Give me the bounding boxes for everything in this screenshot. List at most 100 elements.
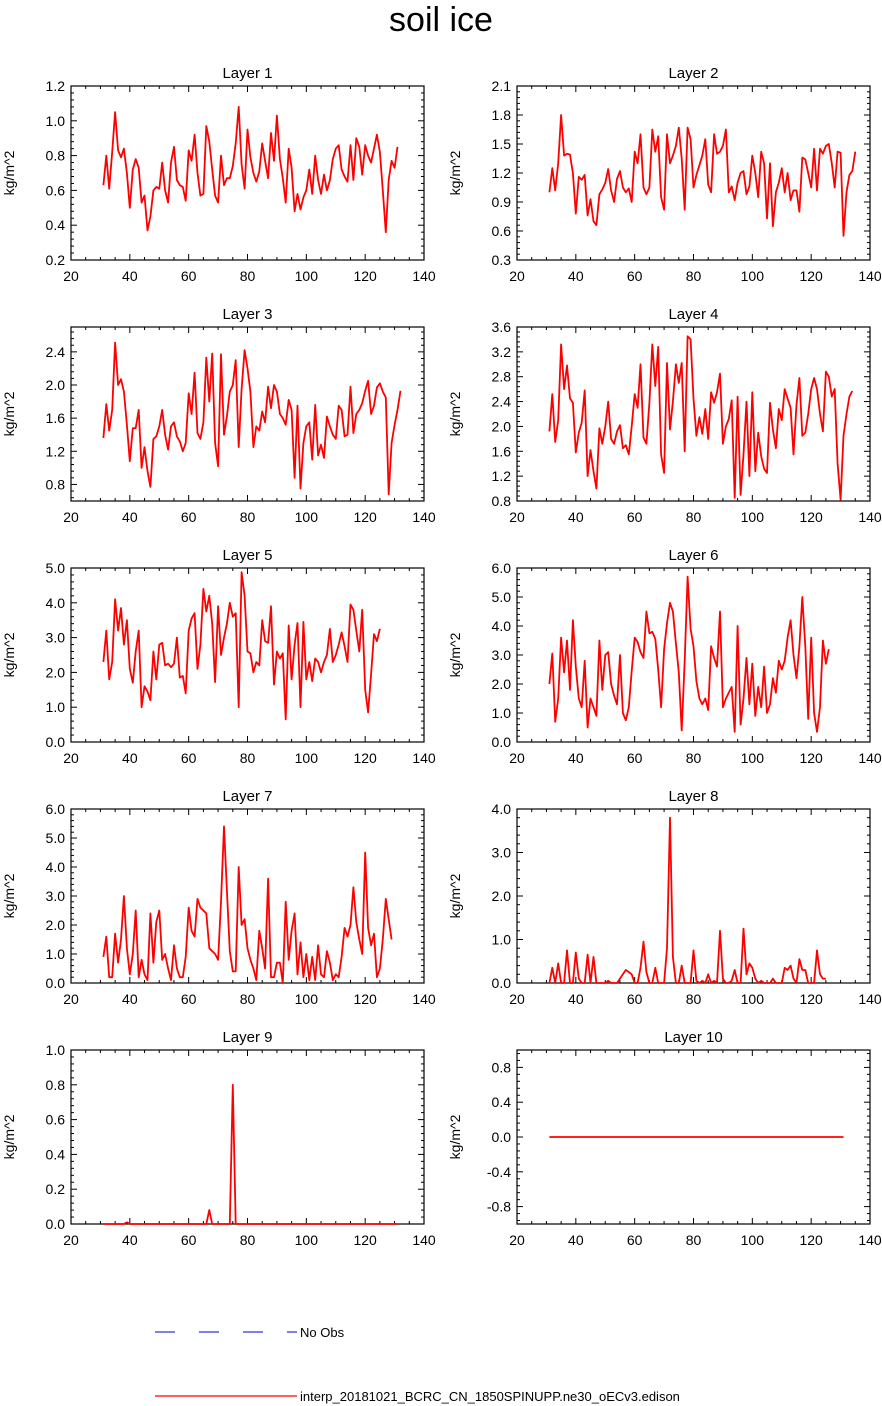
panel-10-xtick-label: 100 (741, 1232, 765, 1248)
panel-5-title: Layer 5 (222, 547, 272, 564)
panel-6-xtick-label: 120 (799, 750, 823, 766)
panel-4-xtick-label: 100 (741, 509, 765, 525)
figure-title: soil ice (389, 1, 493, 39)
panel-2-xtick-label: 40 (568, 268, 584, 284)
panel-1-xtick-label: 120 (353, 268, 377, 284)
panel-1-xtick-label: 60 (181, 268, 197, 284)
panel-1-ytick-label: 0.6 (46, 182, 66, 198)
panel-4-xtick-label: 40 (568, 509, 584, 525)
panel-5-xtick-label: 60 (181, 750, 197, 766)
panel-2-ytick-label: 1.8 (492, 107, 512, 123)
panel-8-xtick-label: 20 (509, 991, 525, 1007)
panel-9-xtick-label: 40 (122, 1232, 138, 1248)
panel-4-ytick-label: 3.6 (492, 319, 512, 335)
panel-3-xtick-label: 80 (240, 509, 256, 525)
panel-1-series-line (102, 106, 399, 234)
panel-2-ytick-label: 1.5 (492, 136, 512, 152)
panel-3-xtick-label: 120 (353, 509, 377, 525)
panel-10-ytick-label: 0.8 (492, 1059, 512, 1075)
panel-2-title: Layer 2 (668, 65, 718, 82)
panel-9-series-line (103, 1083, 398, 1225)
panel-6-ytick-label: 2.0 (492, 676, 512, 692)
panel-3-ytick-label: 0.8 (46, 476, 66, 492)
panel-10-xtick-label: 120 (799, 1232, 823, 1248)
panel-1-ytick-label: 0.2 (46, 252, 66, 268)
panel-6-xtick-label: 20 (509, 750, 525, 766)
panel-1-ylabel: kg/m^2 (1, 150, 17, 195)
panel-1-xtick-label: 100 (295, 268, 319, 284)
panel-9-xtick-label: 60 (181, 1232, 197, 1248)
panel-5-ytick-label: 0.0 (46, 734, 66, 750)
panel-1-xtick-label: 80 (240, 268, 256, 284)
panel-7-xtick-label: 40 (122, 991, 138, 1007)
panel-3-ytick-label: 1.6 (46, 410, 66, 426)
panel-8-ytick-label: 4.0 (492, 801, 512, 817)
panel-9-xtick-label: 120 (353, 1232, 377, 1248)
panel-6-ytick-label: 1.0 (492, 705, 512, 721)
panel-7-ytick-label: 3.0 (46, 888, 66, 904)
panel-4-ytick-label: 2.8 (492, 369, 512, 385)
panel-5-ylabel: kg/m^2 (1, 632, 17, 677)
panel-8-title: Layer 8 (668, 788, 718, 805)
panel-3-ytick-label: 1.2 (46, 443, 66, 459)
panel-1-xtick-label: 40 (122, 268, 138, 284)
panel-10-ytick-label: 0.4 (492, 1094, 512, 1110)
panel-2-series-line (548, 114, 857, 237)
panel-7-ytick-label: 5.0 (46, 830, 66, 846)
panel-10-xtick-label: 40 (568, 1232, 584, 1248)
panel-2-xtick-label: 120 (799, 268, 823, 284)
panel-3-series-line (102, 341, 402, 496)
panel-7-xtick-label: 120 (353, 991, 377, 1007)
panel-8-ytick-label: 0.0 (492, 975, 512, 991)
panel-7-title: Layer 7 (222, 788, 272, 805)
panel-8-xtick-label: 120 (799, 991, 823, 1007)
panel-10-ytick-label: -0.4 (487, 1164, 511, 1180)
panel-5-xtick-label: 100 (295, 750, 319, 766)
panel-5-ytick-label: 4.0 (46, 595, 66, 611)
panel-8-series-line (548, 816, 826, 984)
panel-4-xtick-label: 20 (509, 509, 525, 525)
panel-6-ytick-label: 3.0 (492, 647, 512, 663)
panel-9-xtick-label: 20 (63, 1232, 79, 1248)
panel-2-ytick-label: 1.2 (492, 165, 512, 181)
panel-5-xtick-label: 140 (412, 750, 436, 766)
panel-2-xtick-label: 60 (627, 268, 643, 284)
panel-10-xtick-label: 60 (627, 1232, 643, 1248)
panel-2-ytick-label: 2.1 (492, 78, 512, 94)
panel-7-xtick-label: 140 (412, 991, 436, 1007)
panel-9-title: Layer 9 (222, 1029, 272, 1046)
panel-7-xtick-label: 60 (181, 991, 197, 1007)
panel-5-series-line (102, 571, 381, 721)
panel-7-xtick-label: 20 (63, 991, 79, 1007)
panel-6-ytick-label: 5.0 (492, 589, 512, 605)
panel-8-ylabel: kg/m^2 (447, 873, 463, 918)
panel-5-xtick-label: 40 (122, 750, 138, 766)
panel-5-xtick-label: 20 (63, 750, 79, 766)
panel-2-ytick-label: 0.9 (492, 194, 512, 210)
panel-9-ytick-label: 0.6 (46, 1112, 66, 1128)
panel-3-ytick-label: 2.0 (46, 377, 66, 393)
panel-5-ytick-label: 5.0 (46, 560, 66, 576)
panel-1-ytick-label: 1.0 (46, 113, 66, 129)
panel-4-xtick-label: 60 (627, 509, 643, 525)
panel-4-ytick-label: 2.0 (492, 418, 512, 434)
legend-obs-label: No Obs (300, 1325, 345, 1340)
panel-2-xtick-label: 140 (858, 268, 882, 284)
panel-8-xtick-label: 100 (741, 991, 765, 1007)
panel-7-ytick-label: 2.0 (46, 917, 66, 933)
panel-2-xtick-label: 80 (686, 268, 702, 284)
panel-4-ytick-label: 3.2 (492, 344, 512, 360)
panel-9-xtick-label: 140 (412, 1232, 436, 1248)
panel-5-ytick-label: 1.0 (46, 699, 66, 715)
panel-9-ytick-label: 0.0 (46, 1216, 66, 1232)
panel-6-xtick-label: 100 (741, 750, 765, 766)
panel-4-ytick-label: 0.8 (492, 493, 512, 509)
panel-8-xtick-label: 80 (686, 991, 702, 1007)
panel-7-ytick-label: 4.0 (46, 859, 66, 875)
panel-1-title: Layer 1 (222, 65, 272, 82)
panel-4-ytick-label: 1.6 (492, 443, 512, 459)
panel-3-xtick-label: 100 (295, 509, 319, 525)
panel-3-ylabel: kg/m^2 (1, 391, 17, 436)
panel-8-xtick-label: 140 (858, 991, 882, 1007)
